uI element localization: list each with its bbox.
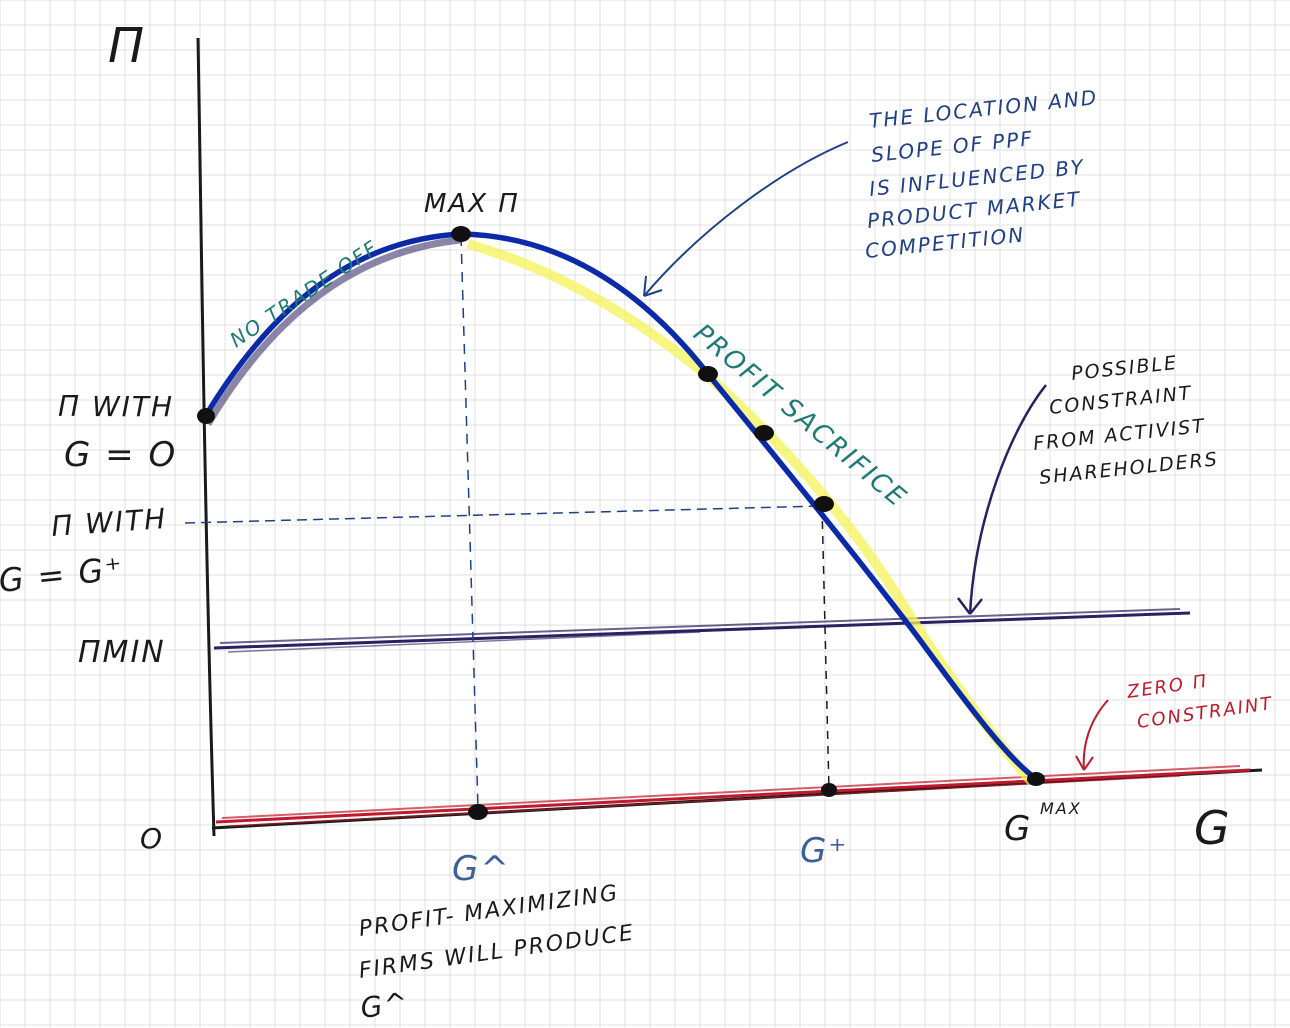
activist-note-line: SHAREHOLDERS (1038, 448, 1220, 489)
zero-note-arrow (1075, 699, 1109, 771)
point-pi-gplus (814, 496, 834, 512)
point-g-hat (468, 804, 488, 820)
zero-profit-constraint-line (215, 765, 1251, 827)
x-axis-label: G (1194, 801, 1232, 855)
pi-min-label: ΠMIN (78, 635, 166, 670)
g-max-label: G (1004, 809, 1032, 849)
zero-note-line: CONSTRAINT (1136, 693, 1275, 733)
point-sacrifice-1 (698, 366, 718, 382)
pi-gplus-label-line1: Π WITH (50, 502, 168, 543)
bottom-note-line: G^ (358, 985, 411, 1025)
g-plus-dashed-line (821, 505, 830, 791)
point-g-max (1027, 772, 1045, 786)
g-max-superscript: MAX (1040, 799, 1082, 818)
max-pi-label: MAX Π (424, 189, 520, 219)
ppf-curve (203, 231, 1038, 781)
no-trade-off-label: NO TRADE OFF (225, 235, 383, 352)
pi-gplus-label-line2: G = G⁺ (0, 549, 126, 600)
pi-g0-label-line2: G = O (64, 435, 177, 475)
point-pi-g0 (197, 408, 215, 424)
activist-note: POSSIBLE CONSTRAINT FROM ACTIVIST SHAREH… (1032, 352, 1220, 489)
point-g-plus (821, 783, 837, 797)
g-plus-label: G⁺ (800, 831, 848, 871)
origin-label: O (140, 822, 164, 855)
pi-min-constraint-line (213, 608, 1191, 653)
activist-note-line: CONSTRAINT (1048, 382, 1193, 419)
y-axis (196, 37, 216, 837)
g-hat-dashed-line (460, 235, 479, 809)
activist-note-arrow (957, 384, 1047, 615)
g-hat-label: G^ (452, 849, 511, 889)
ppf-note-line: SLOPE OF PPF (870, 126, 1035, 167)
point-max-pi (451, 226, 471, 242)
point-sacrifice-2 (754, 425, 774, 441)
y-axis-label: Π (108, 18, 146, 74)
zero-note-line: ZERO Π (1125, 671, 1210, 703)
activist-note-line: FROM ACTIVIST (1032, 415, 1207, 455)
ppf-note-line: THE LOCATION AND (868, 85, 1099, 133)
ppf-note-arrow (643, 141, 849, 297)
pi-gplus-dashed-line (184, 505, 821, 524)
ppf-note: THE LOCATION AND SLOPE OF PPF IS INFLUEN… (864, 85, 1099, 263)
ppf-curve-left-shadow (204, 236, 461, 426)
pi-g0-label-line1: Π WITH (58, 390, 174, 423)
bottom-note: PROFIT- MAXIMIZING FIRMS WILL PRODUCE G^ (357, 881, 636, 1025)
